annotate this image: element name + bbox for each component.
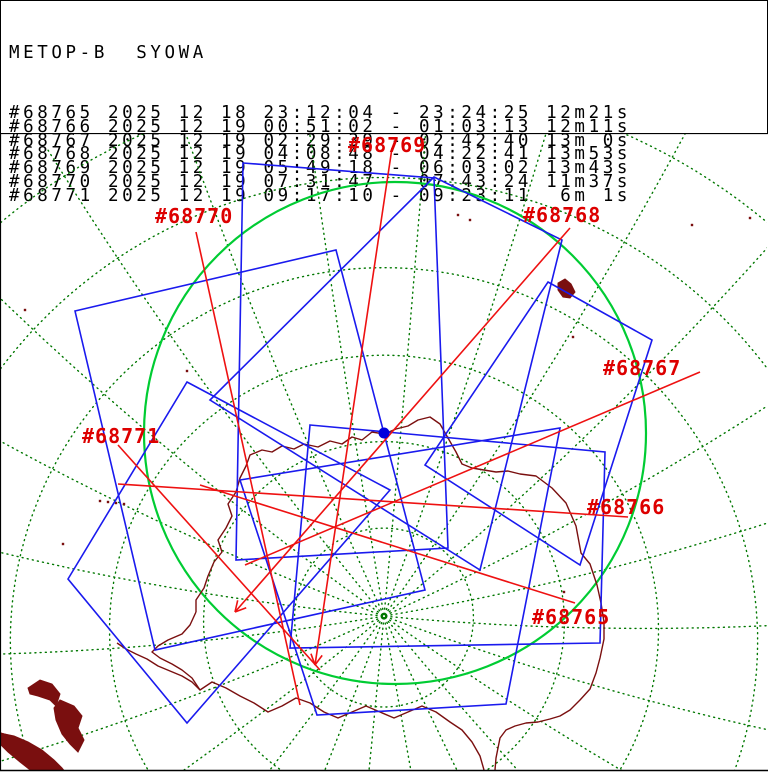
island-dot: [122, 502, 126, 506]
horizon-circle: [142, 180, 648, 686]
graticule-meridian: [269, 616, 384, 770]
pass-row: #68768 2025 12 19 04:08:48 - 04:22:41 13…: [9, 144, 631, 165]
graticule-parallel: [9, 266, 759, 770]
swath-outline-68771: [67, 380, 392, 725]
pass-label-68767: #68767: [603, 356, 681, 380]
graticule-meridian: [384, 617, 458, 770]
graticule-meridian: [384, 134, 686, 616]
pass-row: #68767 2025 12 19 02:29:39 - 02:42:40 13…: [9, 130, 631, 151]
graticule-meridian: [383, 134, 547, 616]
island-dot: [690, 223, 694, 227]
island-dot: [571, 335, 575, 339]
pass-label-68765: #68765: [532, 605, 610, 629]
graticule-meridian: [1, 440, 383, 617]
station-name: SYOWA: [136, 43, 207, 63]
graticule-meridian: [182, 616, 384, 770]
island-dot: [185, 369, 189, 373]
pass-list-header: METOP-B SYOWA #68765 2025 12 18 23:12:04…: [0, 0, 768, 204]
graticule-parallel: [202, 440, 566, 770]
island-dot: [106, 500, 110, 504]
pass-row: #68765 2025 12 18 23:12:04 - 23:24:25 12…: [9, 103, 631, 123]
landmass: [53, 699, 85, 753]
graticule-parallel: [1, 176, 767, 370]
track-arrowhead: [234, 607, 247, 613]
graticule-meridian: [384, 616, 519, 770]
pass-row: #68766 2025 12 19 00:51:02 - 01:03:13 12…: [9, 116, 631, 137]
graticule-meridian: [384, 405, 767, 617]
island-dot: [748, 216, 752, 220]
title-gap: [108, 43, 136, 63]
ground-track-68768: [234, 227, 571, 613]
island-dot: [114, 501, 118, 505]
graticule-meridian: [185, 134, 384, 616]
island-dot: [456, 213, 460, 217]
ground-track-68765: [199, 484, 576, 604]
landmass: [1, 732, 65, 770]
swath-outline-68770: [74, 249, 426, 651]
pass-label-68770: #68770: [155, 204, 233, 228]
island-dot: [61, 542, 65, 546]
graticule-meridian: [384, 616, 623, 770]
graticule-meridian: [309, 134, 385, 616]
pass-label-68766: #68766: [587, 495, 665, 519]
graticule-meridian: [1, 298, 384, 616]
island-dot: [23, 308, 27, 312]
graticule-meridian: [385, 615, 767, 630]
page-title: METOP-B SYOWA: [9, 43, 767, 63]
polar-map: #68765 #68766 #68767 #68768 #68769 #68770 #687…: [0, 133, 768, 772]
swath-outline-68765: [238, 427, 562, 716]
coastline: [116, 642, 201, 691]
ground-track-68766: [117, 483, 629, 518]
ground-track-68767: [244, 371, 701, 566]
graticule-meridian: [385, 616, 767, 731]
island-dot: [98, 499, 102, 503]
swath-outline-68768: [208, 176, 563, 572]
graticule-meridian: [324, 617, 385, 770]
track-arrowhead: [234, 600, 239, 613]
graticule-meridian: [385, 522, 767, 617]
island-dot: [562, 590, 566, 594]
pass-table: #68765 2025 12 18 23:12:04 - 23:24:25 12…: [9, 103, 767, 204]
pass-label-68768: #68768: [523, 203, 601, 227]
ground-track-68770: [195, 231, 301, 706]
swath-outline-68769: [235, 162, 449, 561]
swath-outline-68767: [423, 280, 653, 567]
island-dot: [468, 218, 472, 222]
swath-outline-68766: [289, 424, 606, 649]
satellite-name: METOP-B: [9, 43, 108, 63]
graticule-parallel: [1, 134, 767, 224]
ground-track-68771: [117, 444, 321, 671]
graticule-meridian: [368, 617, 385, 770]
pass-label-68771: #68771: [82, 424, 160, 448]
pass-label-68769: #68769: [348, 133, 426, 157]
track-arrowhead: [314, 654, 323, 666]
ground-track-68769: [314, 147, 393, 666]
landmass: [27, 679, 61, 707]
coastline: [151, 611, 485, 770]
station-dot: [378, 427, 390, 439]
graticule-meridian: [1, 616, 384, 762]
